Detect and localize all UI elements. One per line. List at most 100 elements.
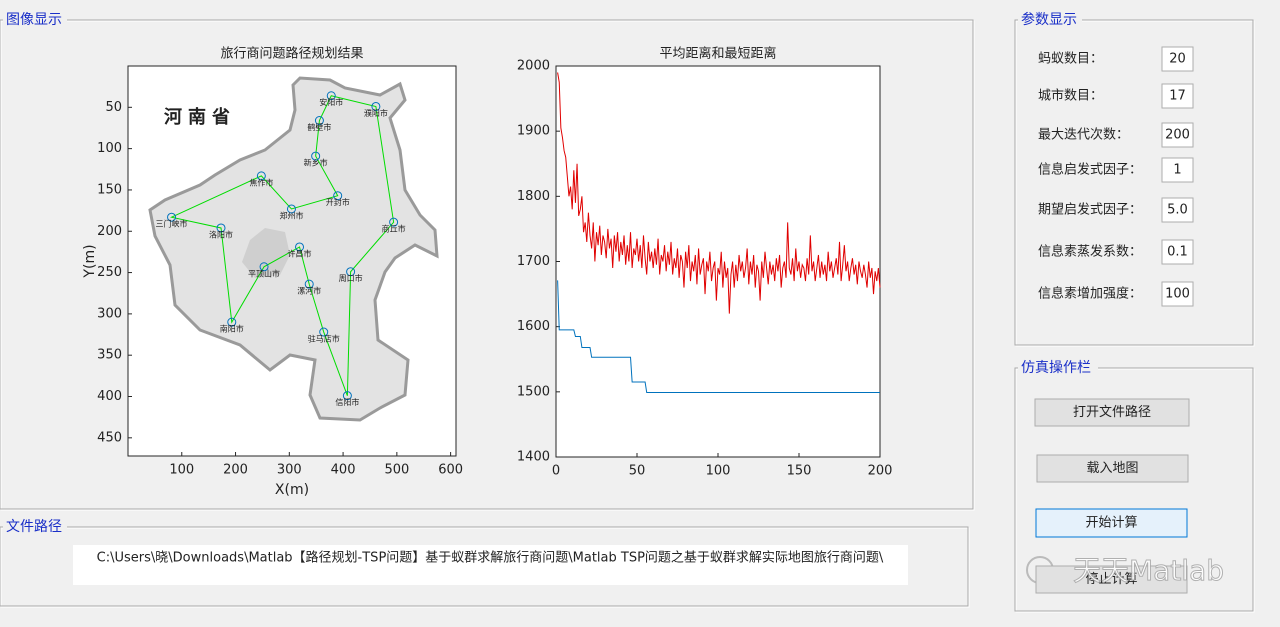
- y-tick-label: 1400: [517, 450, 550, 465]
- panel-title-bg: [1018, 12, 1082, 28]
- x-tick-label: 200: [223, 463, 248, 478]
- x-tick-label: 200: [868, 464, 893, 479]
- param-label: 蚂蚁数目：: [1038, 52, 1103, 67]
- x-tick-label: 600: [438, 463, 463, 478]
- city-label: 三门峡市: [156, 219, 188, 229]
- city-label: 鹤壁市: [307, 122, 331, 132]
- button[interactable]: [1035, 508, 1188, 538]
- panel-title-bg: [3, 519, 67, 535]
- param-label: 最大迭代次数：: [1038, 127, 1129, 143]
- map-region: [242, 228, 290, 278]
- y-tick-label: 400: [97, 389, 122, 404]
- edit-box[interactable]: [1161, 239, 1194, 265]
- city-label: 驻马店市: [308, 334, 340, 344]
- y-tick-label: 1800: [517, 189, 550, 204]
- city-marker: [371, 101, 381, 111]
- city-label: 新乡市: [304, 158, 328, 168]
- panel-frame: [0, 527, 970, 608]
- city-marker: [259, 262, 269, 272]
- edit-value: 17: [1169, 89, 1186, 104]
- y-tick-label: 1900: [517, 124, 550, 139]
- y-tick-label: 100: [97, 141, 122, 156]
- x-tick-label: 300: [277, 463, 302, 478]
- city-marker: [311, 151, 321, 161]
- edit-value: 200: [1165, 128, 1190, 143]
- button[interactable]: [1034, 398, 1190, 427]
- city-marker: [256, 171, 266, 181]
- watermark: 天天Matlab: [1073, 554, 1224, 587]
- edit-value: 5.0: [1167, 203, 1188, 218]
- button-label: 载入地图: [1086, 461, 1138, 476]
- edit-box[interactable]: [1161, 122, 1194, 148]
- param-label: 期望启发式因子：: [1038, 202, 1142, 218]
- edit-box[interactable]: [1161, 46, 1194, 72]
- button-label: 停止计算: [1085, 571, 1137, 587]
- city-label: 许昌市: [288, 248, 312, 258]
- x-tick-label: 0: [552, 464, 560, 479]
- path-box: [73, 545, 908, 585]
- panel-title: 仿真操作栏: [1021, 360, 1091, 376]
- panel-title: 图像显示: [6, 12, 62, 28]
- x-axis-label: X(m): [275, 482, 309, 498]
- city-marker: [389, 217, 399, 227]
- panel-frame: [0, 526, 969, 607]
- city-marker: [227, 317, 237, 327]
- city-marker: [286, 204, 296, 214]
- edit-value: 1: [1173, 163, 1181, 178]
- series-line: [557, 72, 881, 314]
- y-tick-label: 1500: [517, 384, 550, 399]
- city-label: 郑州市: [279, 210, 303, 220]
- param-label: 信息素增加强度：: [1038, 286, 1142, 302]
- city-marker: [314, 116, 324, 126]
- y-tick-label: 1600: [517, 319, 550, 334]
- edit-box[interactable]: [1161, 281, 1194, 307]
- city-marker: [346, 267, 356, 277]
- x-tick-label: 400: [331, 463, 356, 478]
- map-shape: [148, 76, 439, 422]
- series-line: [557, 280, 880, 393]
- city-marker: [216, 223, 226, 233]
- param-label: 信息素蒸发系数：: [1038, 244, 1142, 260]
- x-tick-label: 100: [169, 463, 194, 478]
- edit-box[interactable]: [1161, 197, 1194, 223]
- city-label: 漯河市: [297, 286, 321, 296]
- panel-frame: [0, 20, 975, 511]
- city-marker: [326, 91, 336, 101]
- panel-title: 参数显示: [1021, 11, 1077, 28]
- panel-title-bg: [3, 12, 67, 28]
- city-label: 信阳市: [335, 397, 359, 407]
- city-label: 商丘市: [382, 224, 406, 234]
- city-marker: [342, 391, 352, 401]
- y-tick-label: 350: [97, 348, 122, 363]
- y-tick-label: 200: [97, 224, 122, 239]
- city-marker: [319, 327, 329, 337]
- city-marker: [304, 279, 314, 289]
- y-tick-label: 300: [97, 306, 122, 321]
- button[interactable]: [1035, 565, 1188, 594]
- edit-box[interactable]: [1161, 83, 1194, 109]
- y-axis-label: Y(m): [82, 244, 98, 278]
- panel-title: 文件路径: [6, 519, 62, 535]
- y-tick-label: 250: [97, 265, 122, 280]
- chart-title: 平均距离和最短距离: [659, 46, 776, 62]
- city-label: 濮阳市: [364, 108, 388, 118]
- panel-frame: [1015, 20, 1255, 347]
- edit-value: 20: [1169, 52, 1186, 67]
- city-label: 安阳市: [319, 97, 343, 107]
- panel-frame: [0, 19, 974, 510]
- city-label: 周口市: [339, 273, 363, 283]
- button[interactable]: [1036, 454, 1189, 483]
- x-tick-label: 100: [706, 464, 731, 479]
- param-label: 城市数目：: [1038, 88, 1103, 104]
- panel-title-bg: [1018, 360, 1098, 376]
- x-tick-label: 150: [787, 464, 812, 479]
- x-tick-label: 500: [384, 463, 409, 478]
- y-tick-label: 2000: [517, 59, 550, 74]
- city-marker: [295, 242, 305, 252]
- city-label: 平顶山市: [248, 268, 280, 278]
- city-label: 南阳市: [220, 324, 244, 334]
- city-marker: [167, 212, 177, 222]
- param-label: 信息启发式因子：: [1038, 162, 1142, 178]
- button-label: 开始计算: [1085, 516, 1137, 531]
- edit-box[interactable]: [1161, 157, 1194, 183]
